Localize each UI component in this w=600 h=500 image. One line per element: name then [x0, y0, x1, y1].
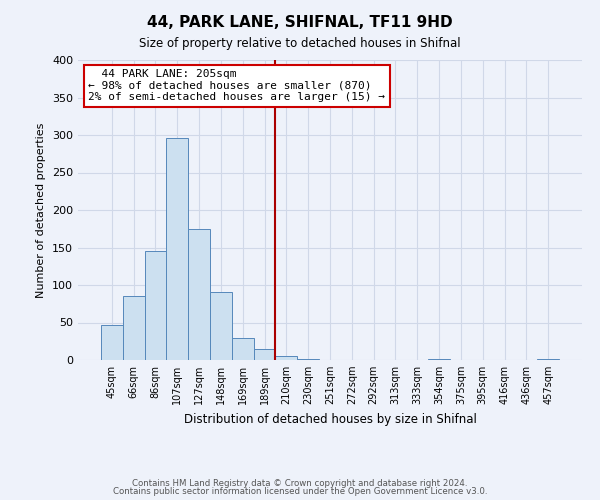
- Bar: [145, 251, 166, 360]
- Bar: [210, 292, 232, 360]
- Bar: [101, 325, 123, 360]
- Bar: [188, 229, 210, 360]
- Bar: [275, 356, 297, 360]
- Bar: [428, 359, 450, 360]
- X-axis label: Distribution of detached houses by size in Shifnal: Distribution of detached houses by size …: [184, 412, 476, 426]
- Text: Contains public sector information licensed under the Open Government Licence v3: Contains public sector information licen…: [113, 487, 487, 496]
- Bar: [254, 349, 275, 360]
- Text: Contains HM Land Registry data © Crown copyright and database right 2024.: Contains HM Land Registry data © Crown c…: [132, 478, 468, 488]
- Bar: [297, 359, 319, 360]
- Y-axis label: Number of detached properties: Number of detached properties: [37, 122, 46, 298]
- Bar: [166, 138, 188, 360]
- Text: 44, PARK LANE, SHIFNAL, TF11 9HD: 44, PARK LANE, SHIFNAL, TF11 9HD: [147, 15, 453, 30]
- Bar: [232, 338, 254, 360]
- Bar: [123, 296, 145, 360]
- Text: 44 PARK LANE: 205sqm  
← 98% of detached houses are smaller (870)
2% of semi-det: 44 PARK LANE: 205sqm ← 98% of detached h…: [88, 69, 385, 102]
- Bar: [537, 359, 559, 360]
- Text: Size of property relative to detached houses in Shifnal: Size of property relative to detached ho…: [139, 38, 461, 51]
